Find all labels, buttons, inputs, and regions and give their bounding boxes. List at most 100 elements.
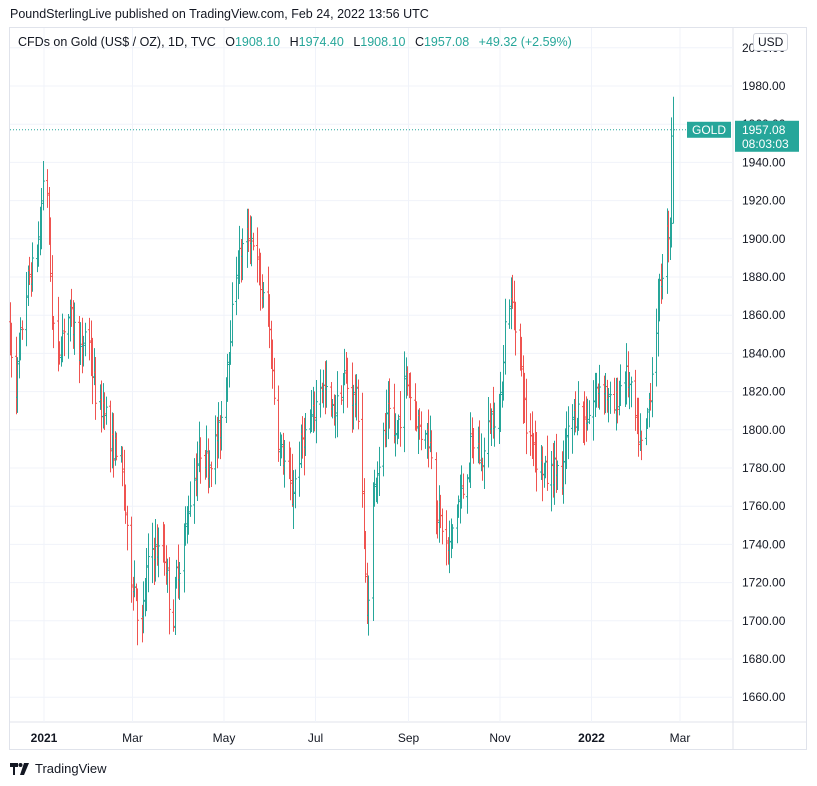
ohlc-bar xyxy=(430,430,433,470)
ohlc-bar xyxy=(613,377,616,414)
ohlc-bar xyxy=(388,378,391,429)
y-tick-label: 1980.00 xyxy=(742,79,786,93)
footer-branding[interactable]: TradingView xyxy=(10,761,107,776)
ohlc-bar xyxy=(172,599,175,632)
x-tick-label: Jul xyxy=(308,731,323,745)
ohlc-bar xyxy=(52,315,55,349)
y-tick-label: 1800.00 xyxy=(742,423,786,437)
ohlc-bar xyxy=(553,440,556,505)
ohlc-bar xyxy=(214,415,217,485)
ohlc-bar xyxy=(175,559,178,589)
ohlc-bar xyxy=(277,385,280,462)
ohlc-bar xyxy=(235,256,238,316)
ohlc-bar xyxy=(445,510,448,566)
ohlc-bar xyxy=(457,495,460,518)
ohlc-bar xyxy=(364,530,367,583)
legend-symbol: CFDs on Gold (US$ / OZ), 1D, TVC xyxy=(18,35,216,49)
ohlc-bar xyxy=(103,392,106,431)
ohlc-bar xyxy=(529,413,532,456)
ohlc-bar xyxy=(196,441,199,502)
ohlc-bar xyxy=(661,254,664,300)
ohlc-bar xyxy=(31,242,34,292)
ohlc-bar xyxy=(61,313,64,363)
ohlc-bar xyxy=(247,208,250,252)
ohlc-bar xyxy=(403,351,406,453)
ohlc-bar xyxy=(21,320,24,340)
legend-close-value: 1957.08 xyxy=(423,35,470,49)
ohlc-bar xyxy=(357,379,360,430)
ohlc-bar xyxy=(672,96,675,224)
ohlc-bar xyxy=(205,425,208,478)
ohlc-bar xyxy=(84,322,87,357)
ohlc-bar xyxy=(49,217,52,282)
ohlc-bar xyxy=(355,374,358,421)
ohlc-bar xyxy=(441,508,444,545)
ohlc-bar xyxy=(142,581,145,634)
ohlc-bar xyxy=(406,366,409,396)
ohlc-bar xyxy=(124,484,127,524)
ohlc-bar xyxy=(208,450,211,488)
ohlc-bar xyxy=(420,411,423,451)
ohlc-bars xyxy=(9,96,675,646)
ohlc-bar xyxy=(487,397,490,468)
ohlc-bar xyxy=(630,376,633,408)
ohlc-bar xyxy=(121,446,124,487)
x-tick-label: Sep xyxy=(398,731,420,745)
ohlc-bar xyxy=(640,430,643,461)
ohlc-bar xyxy=(508,299,511,329)
ohlc-bar xyxy=(399,391,402,447)
ohlc-bar xyxy=(16,357,19,413)
ohlc-bar xyxy=(436,500,439,539)
ohlc-bar xyxy=(535,431,538,492)
y-tick-label: 1700.00 xyxy=(742,614,786,628)
ohlc-bar xyxy=(37,221,40,267)
y-tick-label: 1780.00 xyxy=(742,461,786,475)
y-tick-label: 1860.00 xyxy=(742,308,786,322)
ohlc-bar xyxy=(130,516,133,603)
ohlc-bar xyxy=(231,282,234,347)
symbol-tag-label: GOLD xyxy=(692,123,726,137)
ohlc-bar xyxy=(409,372,412,421)
ohlc-bar xyxy=(210,461,213,487)
ohlc-bar xyxy=(271,339,274,389)
ohlc-bar xyxy=(651,357,654,418)
x-tick-label: 2022 xyxy=(578,731,605,745)
ohlc-bar xyxy=(667,210,670,263)
ohlc-bar xyxy=(352,384,355,430)
ohlc-bar xyxy=(504,298,507,375)
ohlc-bar xyxy=(178,562,181,600)
legend-open-value: 1908.10 xyxy=(234,35,281,49)
symbol-tag-box xyxy=(687,121,731,138)
ohlc-bar xyxy=(336,371,339,438)
publisher-header: PoundSterlingLive published on TradingVi… xyxy=(10,7,429,21)
ohlc-bar xyxy=(136,588,139,646)
ohlc-bar xyxy=(670,117,673,248)
ohlc-bar xyxy=(256,227,259,283)
ohlc-bar xyxy=(556,460,559,490)
ohlc-bar xyxy=(46,169,49,208)
ohlc-bar xyxy=(415,401,418,432)
ohlc-bar xyxy=(19,317,22,361)
ohlc-bar xyxy=(424,430,427,449)
legend-close-label: C xyxy=(414,35,424,49)
ohlc-bar xyxy=(592,380,595,441)
ohlc-bar xyxy=(472,427,475,464)
ohlc-bar xyxy=(646,407,649,430)
x-tick-label: 2021 xyxy=(31,731,58,745)
ohlc-bar xyxy=(502,344,505,401)
chart-frame[interactable] xyxy=(9,27,807,750)
grid-lines xyxy=(10,28,806,749)
ohlc-bar xyxy=(481,457,484,481)
ohlc-bar xyxy=(229,320,232,365)
ohlc-bar xyxy=(462,473,465,499)
ohlc-bar xyxy=(313,391,316,432)
ohlc-bar xyxy=(367,575,370,636)
ohlc-bar xyxy=(184,506,187,546)
currency-selector[interactable]: USD xyxy=(753,33,789,51)
ohlc-bar xyxy=(168,557,171,635)
ohlc-bar xyxy=(544,455,547,479)
ohlc-bar xyxy=(70,288,73,327)
legend-high-value: 1974.40 xyxy=(298,35,344,49)
ohlc-bar xyxy=(79,322,82,366)
